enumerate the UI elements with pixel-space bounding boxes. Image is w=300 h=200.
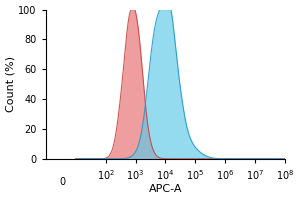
Y-axis label: Count (%): Count (%) xyxy=(6,56,16,112)
X-axis label: APC-A: APC-A xyxy=(149,184,182,194)
Text: 0: 0 xyxy=(59,177,65,187)
